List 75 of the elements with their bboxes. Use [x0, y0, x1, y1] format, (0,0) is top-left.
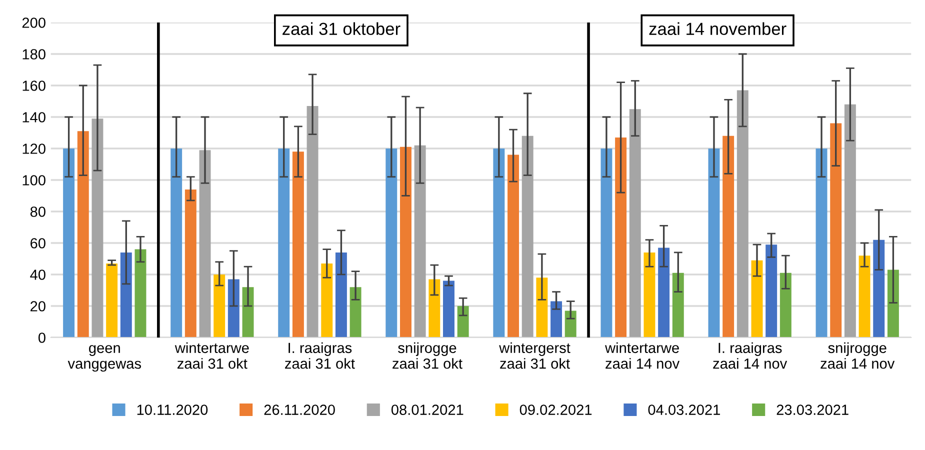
bar [443, 280, 454, 338]
bar [672, 272, 684, 338]
bar [386, 148, 398, 338]
bar [214, 274, 226, 338]
y-tick-label: 180 [22, 49, 46, 60]
bar [77, 131, 89, 338]
bar [428, 279, 440, 338]
legend-label: 04.03.2021 [648, 404, 720, 415]
bar [120, 252, 132, 338]
annotation: zaai 14 november [649, 22, 786, 36]
bar [766, 244, 778, 338]
y-tick-label: 60 [30, 238, 46, 248]
bar [873, 240, 885, 338]
bar [816, 148, 828, 338]
legend-label: 09.02.2021 [520, 404, 592, 415]
bar [292, 152, 304, 338]
bar [278, 148, 290, 338]
bar [780, 272, 792, 338]
bar [564, 310, 576, 338]
x-tick-label: wintergerst zaai 31 okt [499, 342, 570, 369]
bar [844, 104, 856, 338]
bar [550, 301, 562, 338]
y-tick-label: 80 [30, 206, 46, 217]
bar [457, 306, 469, 338]
bar [887, 270, 899, 338]
bar [708, 148, 720, 338]
bar [600, 148, 612, 338]
y-tick-label: 20 [30, 301, 46, 312]
bar [400, 146, 412, 338]
bar [414, 145, 426, 338]
bar [321, 263, 333, 338]
x-tick-label: snijrogge zaai 14 nov [820, 342, 895, 369]
bar [170, 148, 182, 338]
x-tick-label: I. raaigras zaai 14 nov [713, 342, 788, 369]
bar [751, 260, 763, 338]
annotation: zaai 31 oktober [282, 22, 400, 36]
bar [335, 252, 347, 338]
y-tick-label: 40 [30, 270, 46, 280]
bar [658, 248, 670, 338]
bar [536, 278, 548, 338]
y-tick-label: 160 [22, 80, 46, 91]
y-tick-label: 0 [38, 332, 46, 343]
x-tick-label: wintertarwe zaai 14 nov [605, 342, 680, 369]
bar [736, 90, 748, 338]
x-tick-label: snijrogge zaai 31 okt [392, 342, 462, 369]
bar [242, 287, 254, 338]
bar [228, 279, 240, 338]
bar [493, 148, 505, 338]
x-tick-label: I. raaigras zaai 31 okt [285, 342, 355, 369]
bar [522, 136, 534, 338]
y-tick-label: 100 [22, 175, 46, 186]
bar [184, 189, 196, 338]
y-tick-label: 140 [22, 112, 46, 122]
bar [615, 137, 627, 338]
legend-label: 26.11.2020 [264, 404, 335, 415]
legend-label: 10.11.2020 [137, 404, 208, 415]
y-tick-label: 200 [22, 18, 46, 28]
bar [644, 252, 656, 338]
bar [106, 263, 118, 338]
x-tick-label: geen vanggewas [68, 345, 142, 372]
bar [722, 136, 734, 338]
legend-label: 23.03.2021 [776, 404, 848, 415]
bar [92, 118, 104, 338]
x-tick-label: wintertarwe zaai 31 okt [174, 342, 249, 369]
bar [306, 106, 318, 338]
bar [199, 150, 211, 338]
bar [134, 249, 146, 338]
bar [629, 109, 641, 338]
bar [350, 287, 362, 338]
bar [63, 148, 75, 338]
bar [830, 123, 842, 338]
bar [858, 256, 870, 338]
legend-label: 08.01.2021 [391, 404, 464, 415]
y-tick-label: 120 [22, 144, 46, 154]
bar [508, 154, 519, 338]
